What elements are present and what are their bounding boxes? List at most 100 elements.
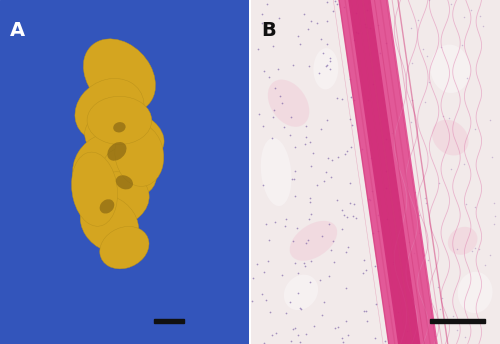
Point — [289, 238, 297, 243]
Ellipse shape — [108, 142, 126, 161]
Point — [340, 212, 347, 218]
Point — [382, 185, 390, 191]
Bar — [154, 319, 184, 323]
Point — [300, 260, 308, 266]
Point — [414, 17, 422, 22]
Point — [313, 21, 321, 26]
Point — [389, 261, 397, 267]
Point — [408, 61, 416, 66]
Point — [326, 66, 334, 72]
Point — [306, 139, 314, 145]
Point — [342, 249, 350, 255]
Point — [270, 107, 278, 112]
Point — [407, 25, 415, 31]
Point — [416, 212, 424, 218]
Point — [278, 100, 286, 106]
Point — [360, 257, 368, 262]
Point — [342, 318, 350, 324]
Point — [302, 123, 310, 129]
Ellipse shape — [284, 275, 318, 310]
Point — [324, 155, 332, 161]
Point — [268, 333, 276, 338]
Point — [292, 144, 300, 149]
Point — [374, 22, 382, 28]
Point — [408, 337, 416, 342]
Ellipse shape — [290, 221, 337, 261]
Point — [360, 21, 368, 27]
Point — [338, 226, 346, 231]
Point — [288, 176, 296, 181]
Point — [320, 179, 328, 184]
Point — [362, 308, 370, 313]
Point — [318, 36, 326, 41]
Point — [306, 195, 314, 200]
Point — [259, 123, 267, 128]
Point — [318, 233, 326, 239]
Ellipse shape — [430, 45, 470, 93]
Point — [449, 313, 457, 318]
Point — [374, 213, 382, 218]
Point — [480, 262, 488, 268]
Point — [323, 41, 331, 47]
Point — [366, 197, 374, 203]
Point — [368, 189, 376, 194]
Point — [320, 299, 328, 305]
Point — [262, 221, 270, 226]
Point — [384, 304, 392, 309]
Point — [372, 301, 380, 307]
Text: B: B — [261, 21, 276, 40]
Point — [307, 19, 315, 24]
Point — [470, 245, 478, 250]
Point — [258, 11, 266, 17]
Polygon shape — [338, 0, 438, 344]
Point — [344, 245, 351, 250]
Point — [460, 14, 468, 20]
Point — [490, 200, 498, 206]
Ellipse shape — [432, 120, 469, 155]
Point — [300, 11, 308, 17]
Point — [325, 273, 333, 279]
Point — [406, 239, 413, 245]
Point — [318, 312, 326, 318]
Point — [446, 2, 454, 7]
Point — [486, 253, 494, 258]
Point — [348, 122, 356, 128]
Point — [382, 136, 390, 142]
Point — [367, 155, 375, 161]
Point — [410, 189, 418, 195]
Point — [332, 198, 340, 203]
Ellipse shape — [100, 226, 149, 269]
Text: A: A — [10, 21, 25, 40]
Ellipse shape — [314, 48, 338, 89]
Point — [344, 332, 352, 337]
Point — [289, 62, 297, 67]
Point — [346, 77, 354, 82]
Point — [296, 305, 304, 311]
Point — [270, 114, 278, 119]
Point — [294, 33, 302, 39]
Point — [286, 132, 294, 138]
Point — [438, 295, 446, 300]
Point — [260, 270, 268, 275]
Point — [342, 214, 350, 220]
Point — [296, 306, 304, 311]
Point — [306, 163, 314, 168]
Point — [258, 21, 266, 26]
Point — [301, 141, 309, 147]
Ellipse shape — [100, 199, 114, 214]
Point — [461, 334, 469, 340]
Point — [262, 298, 270, 303]
Point — [269, 44, 277, 49]
Point — [317, 126, 325, 131]
Point — [472, 126, 480, 132]
Ellipse shape — [458, 272, 492, 313]
Point — [331, 0, 339, 4]
Point — [415, 230, 423, 236]
Point — [410, 250, 418, 256]
Point — [330, 239, 338, 244]
Ellipse shape — [261, 138, 292, 206]
Point — [348, 144, 356, 150]
Point — [488, 154, 496, 160]
Point — [394, 309, 402, 315]
Point — [305, 63, 313, 69]
